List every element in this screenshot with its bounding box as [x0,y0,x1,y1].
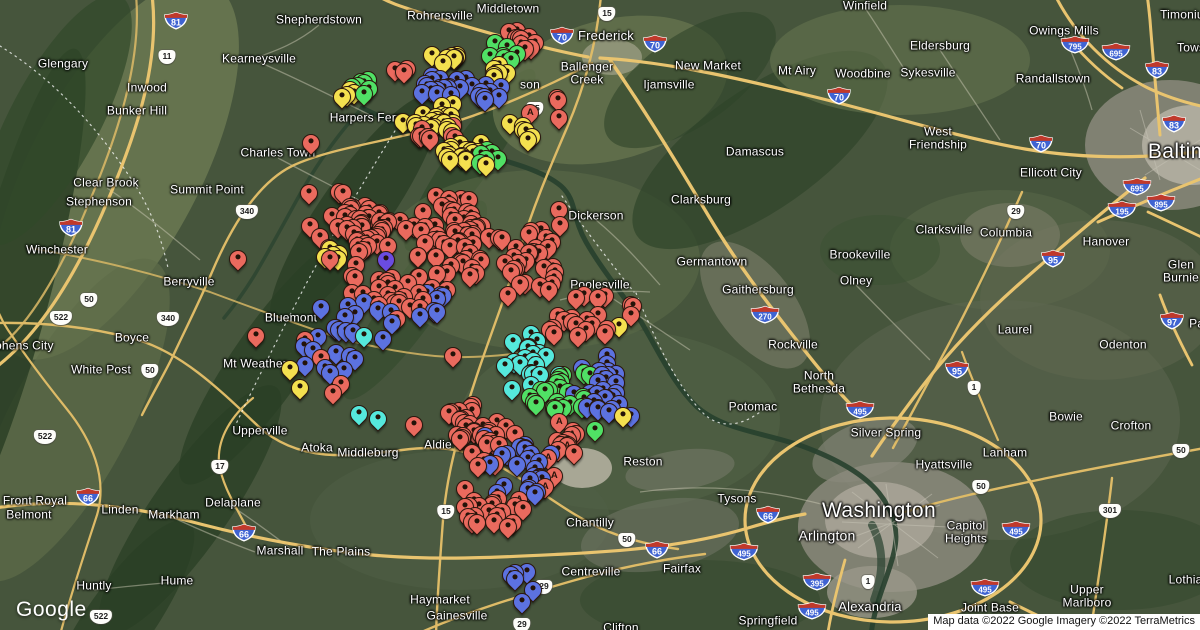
svg-text:70: 70 [557,33,567,43]
map-marker-blue[interactable] [308,295,334,321]
interstate-shield: 66 [756,505,781,529]
svg-text:83: 83 [1152,67,1162,77]
svg-text:66: 66 [83,494,93,504]
svg-text:495: 495 [1009,528,1023,537]
us-route-shield: 29 [513,618,531,630]
us-route-shield: 29 [1007,205,1025,219]
us-route-shield: 50 [972,480,990,494]
svg-text:70: 70 [650,41,660,51]
svg-text:895: 895 [1154,201,1168,210]
us-route-shield: 522 [49,311,73,325]
interstate-shield: 270 [750,305,780,329]
interstate-shield: 395 [802,572,832,596]
map-marker-red[interactable] [225,246,251,272]
interstate-shield: 495 [845,400,875,424]
interstate-shield: 70 [550,26,575,50]
svg-text:495: 495 [805,609,819,618]
map-marker-red[interactable] [546,105,572,131]
us-route-shield: 522 [33,430,57,444]
interstate-shield: 895 [1146,193,1176,217]
svg-text:70: 70 [1036,141,1046,151]
svg-text:81: 81 [66,225,76,235]
svg-text:495: 495 [978,586,992,595]
map-marker-red[interactable] [401,412,427,438]
interstate-shield: 97 [1160,311,1185,335]
urban-street-grid [841,109,1200,567]
svg-text:66: 66 [652,547,662,557]
svg-text:495: 495 [853,408,867,417]
interstate-shield: 66 [232,523,257,547]
map-marker-red[interactable] [296,180,323,206]
us-route-shield: 50 [80,293,98,307]
us-route-shield: 15 [437,505,455,519]
svg-text:395: 395 [810,580,824,589]
us-route-shield: 340 [235,205,259,219]
interstate-shield: 81 [59,218,84,242]
map-marker-green[interactable] [582,417,608,443]
svg-text:695: 695 [1109,50,1123,59]
svg-text:66: 66 [239,530,249,540]
map-attribution: Map data ©2022 Google Imagery ©2022 Terr… [928,614,1200,630]
svg-text:695: 695 [1130,185,1144,194]
us-route-shield: 17 [211,460,229,474]
map-marker-red[interactable] [440,343,466,369]
svg-text:95: 95 [952,367,962,377]
interstate-shield: 70 [643,34,668,58]
rivers [222,105,899,630]
us-route-shield: 11 [158,50,176,64]
interstate-shield: 95 [1041,249,1066,273]
interstate-shield: 495 [970,578,1000,602]
svg-text:97: 97 [1167,318,1177,328]
svg-text:83: 83 [1169,121,1179,131]
map-marker-red[interactable] [243,323,269,349]
us-route-shield: 522 [89,610,113,624]
us-route-shield: 1 [861,575,875,589]
interstate-shield: 495 [797,601,827,625]
interstate-shield: 695 [1101,42,1131,66]
google-logo[interactable]: Google [16,598,87,621]
interstate-shield: 195 [1107,200,1137,224]
interstate-shield: 66 [76,487,101,511]
svg-text:270: 270 [758,313,772,322]
interstate-shield: 495 [729,542,759,566]
us-route-shield: 50 [141,364,159,378]
interstate-shield: 83 [1145,60,1170,84]
svg-text:495: 495 [737,550,751,559]
svg-text:81: 81 [171,18,181,28]
interstate-shield: 83 [1162,114,1187,138]
us-route-shield: 15 [598,7,616,21]
interstate-shield: 495 [1001,520,1031,544]
us-route-shield: 301 [1098,504,1122,518]
svg-text:195: 195 [1115,208,1129,217]
interstate-shield: 66 [645,540,670,564]
svg-text:66: 66 [763,512,773,522]
interstate-shield: 70 [827,86,852,110]
us-route-shield: 50 [618,533,636,547]
interstate-shield: 795 [1060,35,1090,59]
svg-text:70: 70 [834,93,844,103]
map-marker-cyan[interactable] [365,406,391,432]
state-boundaries [0,45,767,425]
map-marker-cyan[interactable] [346,401,372,427]
us-route-shield: 50 [1172,444,1190,458]
svg-text:795: 795 [1068,43,1082,52]
interstate-shield: 95 [945,360,970,384]
interstate-shield: 695 [1122,177,1152,201]
us-route-shield: 340 [156,312,180,326]
interstate-shield: 70 [1029,134,1054,158]
interstate-shield: 81 [164,11,189,35]
svg-text:95: 95 [1048,256,1058,266]
us-route-shield: 1 [967,381,981,395]
map-marker-red[interactable] [298,130,324,156]
